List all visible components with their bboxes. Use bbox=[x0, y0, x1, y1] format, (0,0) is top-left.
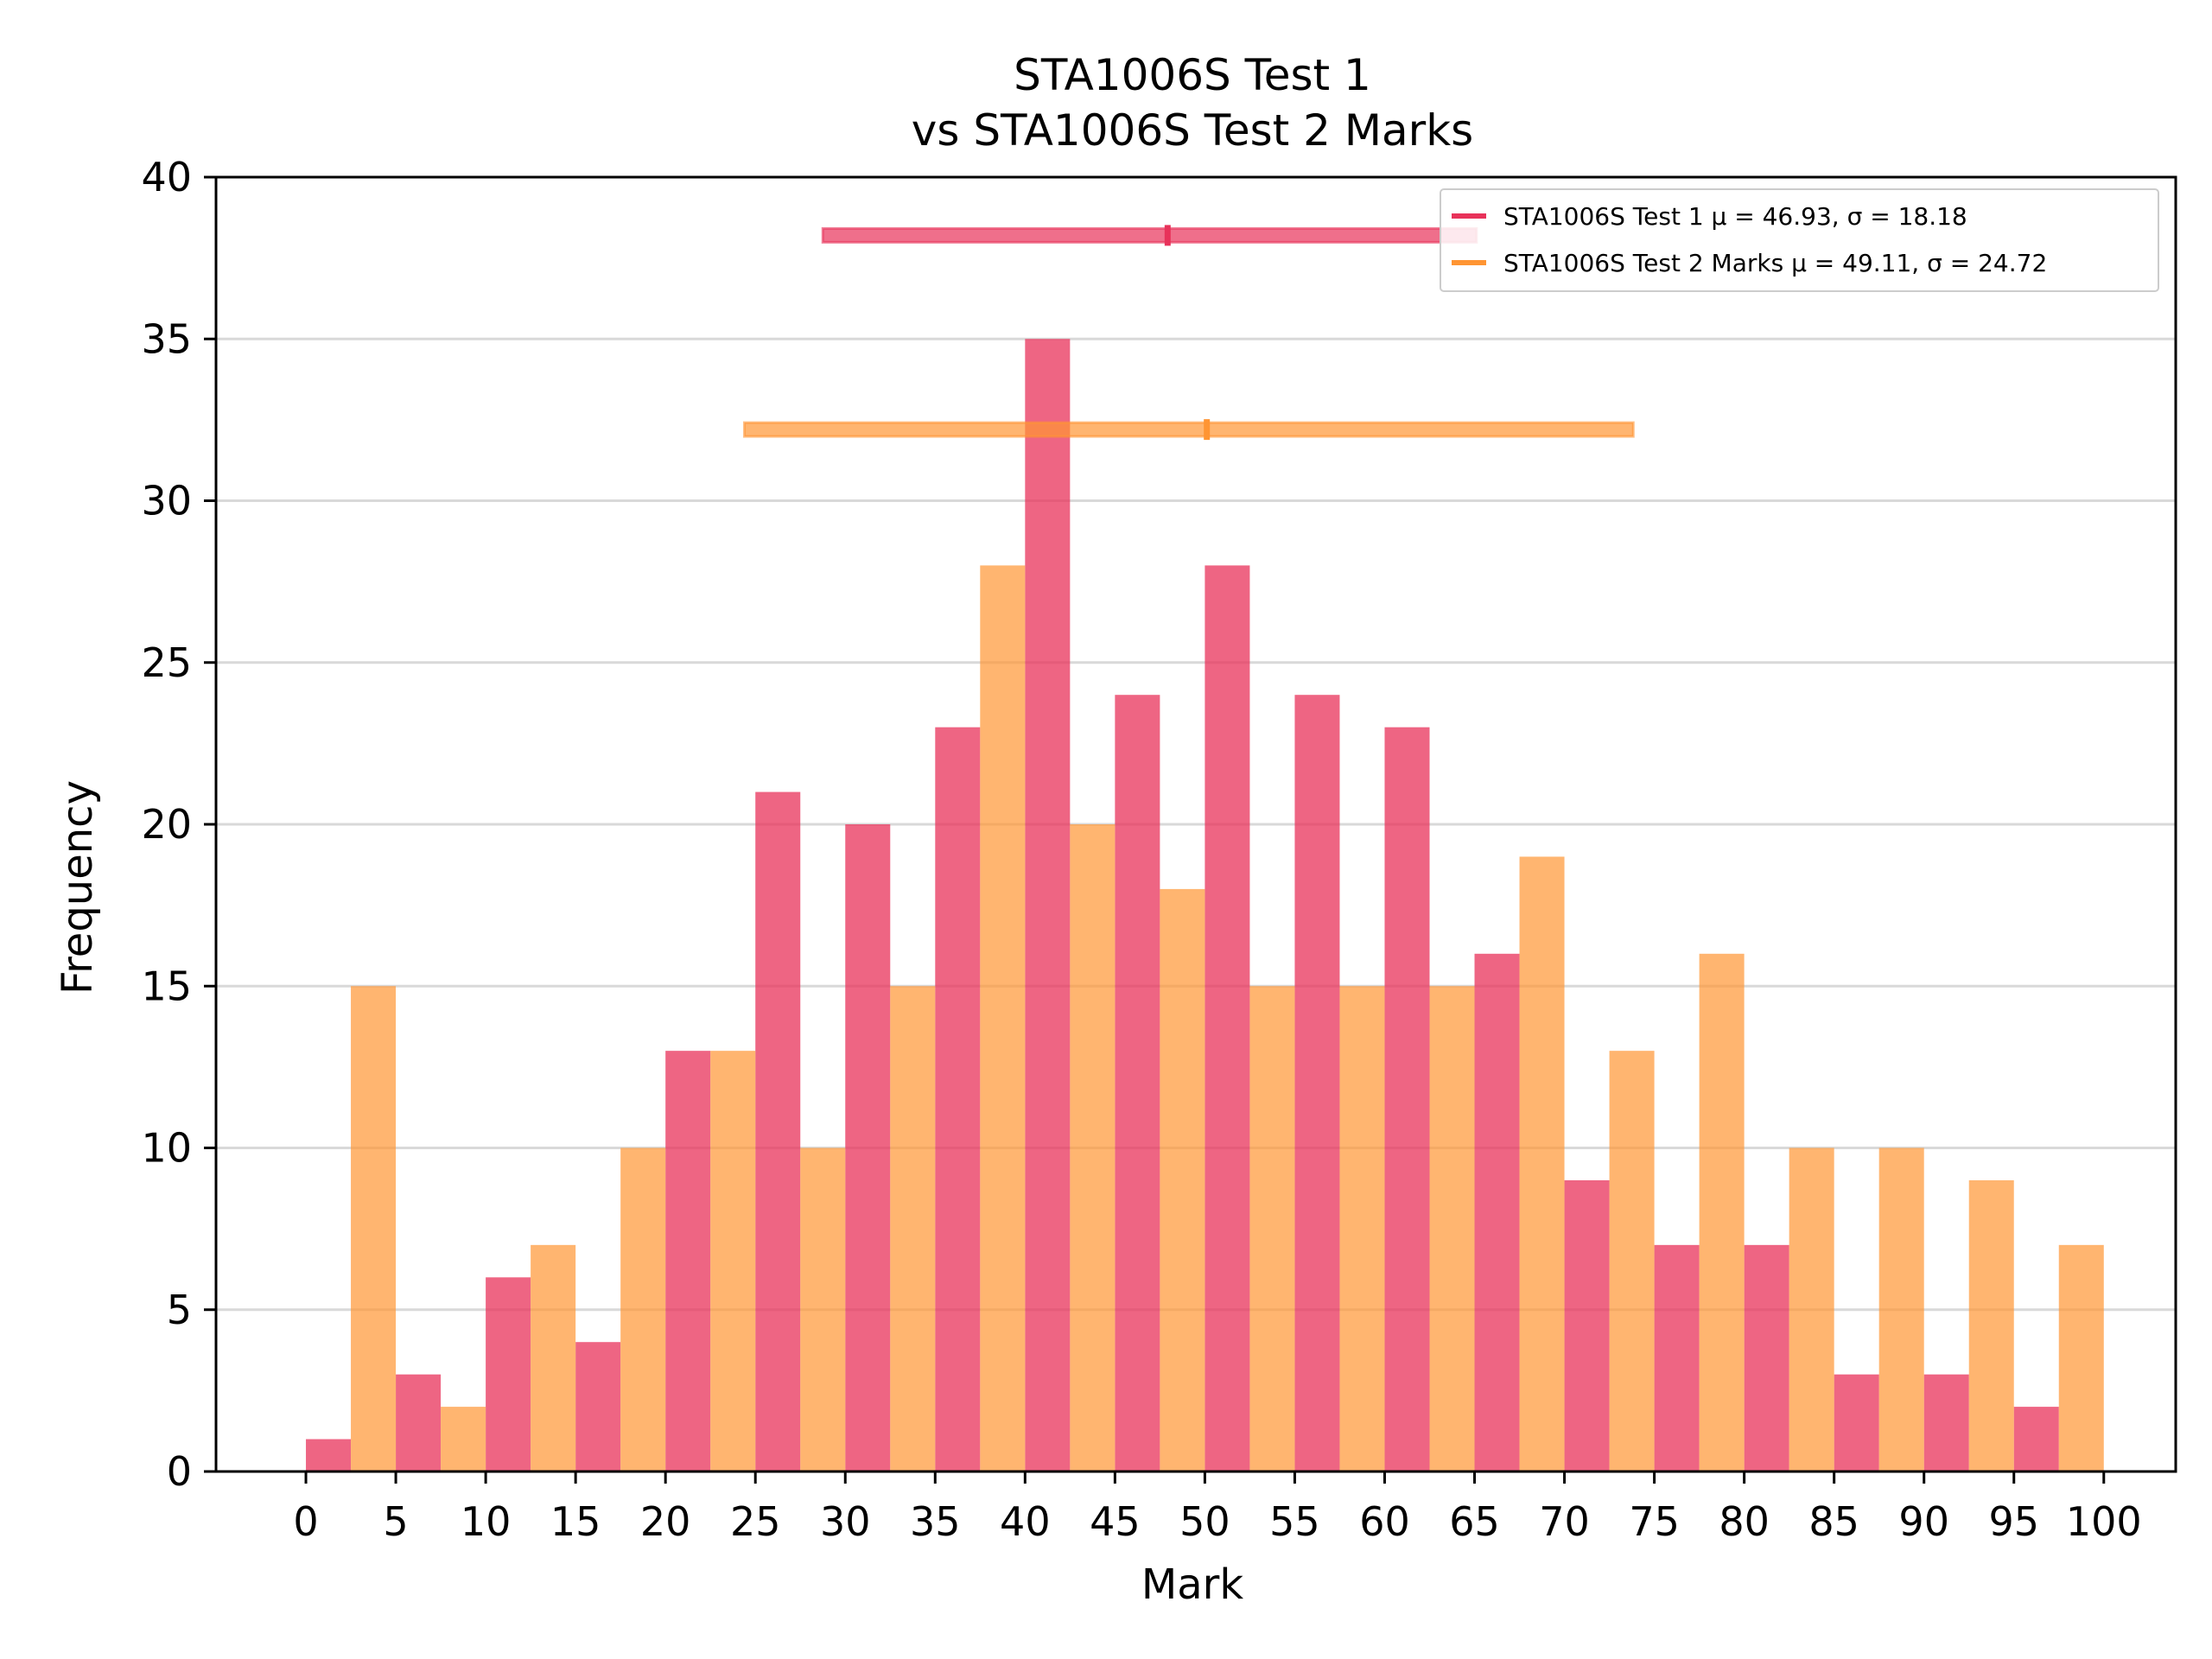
bar-series-2-bin-50 bbox=[1249, 986, 1295, 1471]
y-tick-label-30: 30 bbox=[141, 478, 192, 524]
bar-series-2-bin-20 bbox=[710, 1051, 756, 1471]
bar-series-1-bin-5 bbox=[396, 1374, 442, 1471]
y-tick-label-10: 10 bbox=[141, 1125, 192, 1172]
bar-series-2-bin-35 bbox=[980, 565, 1026, 1471]
bar-series-1-bin-75 bbox=[1654, 1244, 1700, 1471]
x-tick-label-50: 50 bbox=[1179, 1498, 1230, 1545]
y-tick-label-20: 20 bbox=[141, 801, 192, 848]
mean-std-markers bbox=[743, 225, 1635, 441]
x-tick-label-35: 35 bbox=[910, 1498, 961, 1545]
bar-series-2-bin-5 bbox=[441, 1407, 486, 1471]
chart-title-line-2: vs STA1006S Test 2 Marks bbox=[912, 105, 1473, 156]
bars bbox=[306, 339, 2104, 1471]
bar-series-2-bin-25 bbox=[800, 1147, 846, 1471]
x-tick-label-90: 90 bbox=[1898, 1498, 1949, 1545]
x-tick-label-15: 15 bbox=[550, 1498, 601, 1545]
bar-series-2-bin-55 bbox=[1339, 986, 1385, 1471]
axes: 0 5 10 15 20 25 30 35 40 45 50 55 60 65 70 75 80 85 90 95 10… bbox=[141, 154, 2177, 1545]
bar-series-2-bin-85 bbox=[1878, 1147, 1924, 1471]
bar-series-1-bin-25 bbox=[755, 791, 801, 1471]
x-tick-label-20: 20 bbox=[640, 1498, 691, 1545]
x-tick-label-45: 45 bbox=[1090, 1498, 1141, 1545]
bar-series-2-bin-45 bbox=[1160, 888, 1205, 1471]
legend-label-test-1: STA1006S Test 1 μ = 46.93, σ = 18.18 bbox=[1503, 202, 1967, 231]
bar-series-2-bin-40 bbox=[1070, 824, 1116, 1471]
bar-series-2-bin-30 bbox=[890, 986, 936, 1471]
bar-series-1-bin-20 bbox=[665, 1051, 711, 1471]
x-tick-label-70: 70 bbox=[1539, 1498, 1590, 1545]
bar-series-1-bin-85 bbox=[1834, 1374, 1879, 1471]
y-tick-label-25: 25 bbox=[141, 639, 192, 686]
bar-series-1-bin-40 bbox=[1025, 339, 1071, 1471]
bar-series-2-bin-65 bbox=[1519, 856, 1565, 1471]
x-tick-label-0: 0 bbox=[293, 1498, 318, 1545]
bar-series-2-bin-90 bbox=[1968, 1179, 2014, 1471]
bar-series-1-bin-35 bbox=[935, 727, 981, 1471]
bar-series-1-bin-50 bbox=[1205, 565, 1250, 1471]
bar-series-1-bin-0 bbox=[306, 1439, 352, 1471]
bar-series-1-bin-65 bbox=[1474, 953, 1520, 1471]
x-tick-label-95: 95 bbox=[1988, 1498, 2039, 1545]
x-tick-label-55: 55 bbox=[1269, 1498, 1320, 1545]
y-tick-label-0: 0 bbox=[167, 1448, 192, 1495]
bar-series-1-bin-55 bbox=[1294, 695, 1340, 1471]
x-tick-label-30: 30 bbox=[820, 1498, 871, 1545]
bar-series-2-bin-15 bbox=[620, 1147, 666, 1471]
bar-series-2-bin-0 bbox=[351, 986, 397, 1471]
x-tick-label-75: 75 bbox=[1629, 1498, 1680, 1545]
bar-series-2-bin-60 bbox=[1429, 986, 1475, 1471]
bar-series-2-bin-70 bbox=[1609, 1051, 1655, 1471]
std-range-bar-series-2 bbox=[743, 421, 1635, 438]
x-tick-label-5: 5 bbox=[383, 1498, 408, 1545]
x-tick-label-60: 60 bbox=[1359, 1498, 1410, 1545]
x-tick-label-25: 25 bbox=[730, 1498, 781, 1545]
chart-title-line-1: STA1006S Test 1 bbox=[1014, 50, 1371, 100]
bar-series-1-bin-10 bbox=[486, 1277, 531, 1471]
bar-series-2-bin-10 bbox=[531, 1244, 576, 1471]
bar-series-2-bin-95 bbox=[2058, 1244, 2104, 1471]
std-range-bar-series-1 bbox=[821, 226, 1478, 244]
bar-series-1-bin-95 bbox=[2013, 1407, 2059, 1471]
bar-series-1-bin-90 bbox=[1923, 1374, 1969, 1471]
legend-box bbox=[1440, 188, 2159, 292]
legend-label-test-2: STA1006S Test 2 Marks μ = 49.11, σ = 24.… bbox=[1503, 249, 2047, 277]
bar-series-1-bin-70 bbox=[1564, 1179, 1610, 1471]
y-tick-label-35: 35 bbox=[141, 315, 192, 362]
x-tick-label-40: 40 bbox=[1000, 1498, 1051, 1545]
y-axis-title: Frequency bbox=[54, 780, 102, 995]
bar-series-1-bin-15 bbox=[575, 1342, 621, 1471]
bar-series-2-bin-75 bbox=[1699, 953, 1745, 1471]
legend: STA1006S Test 1 μ = 46.93, σ = 18.18 STA… bbox=[1440, 188, 2159, 292]
x-tick-label-65: 65 bbox=[1449, 1498, 1500, 1545]
y-tick-label-5: 5 bbox=[167, 1287, 192, 1333]
bar-series-1-bin-60 bbox=[1384, 727, 1430, 1471]
y-tick-label-40: 40 bbox=[141, 154, 192, 200]
bar-series-2-bin-80 bbox=[1789, 1147, 1834, 1471]
y-tick-label-15: 15 bbox=[141, 963, 192, 1009]
bar-series-1-bin-30 bbox=[845, 824, 891, 1471]
bar-series-1-bin-45 bbox=[1115, 695, 1160, 1471]
x-tick-label-85: 85 bbox=[1808, 1498, 1859, 1545]
x-tick-label-10: 10 bbox=[461, 1498, 512, 1545]
x-tick-label-100: 100 bbox=[2066, 1498, 2142, 1545]
bar-series-1-bin-80 bbox=[1744, 1244, 1789, 1471]
x-tick-label-80: 80 bbox=[1719, 1498, 1770, 1545]
x-axis-title: Mark bbox=[1141, 1560, 1244, 1609]
